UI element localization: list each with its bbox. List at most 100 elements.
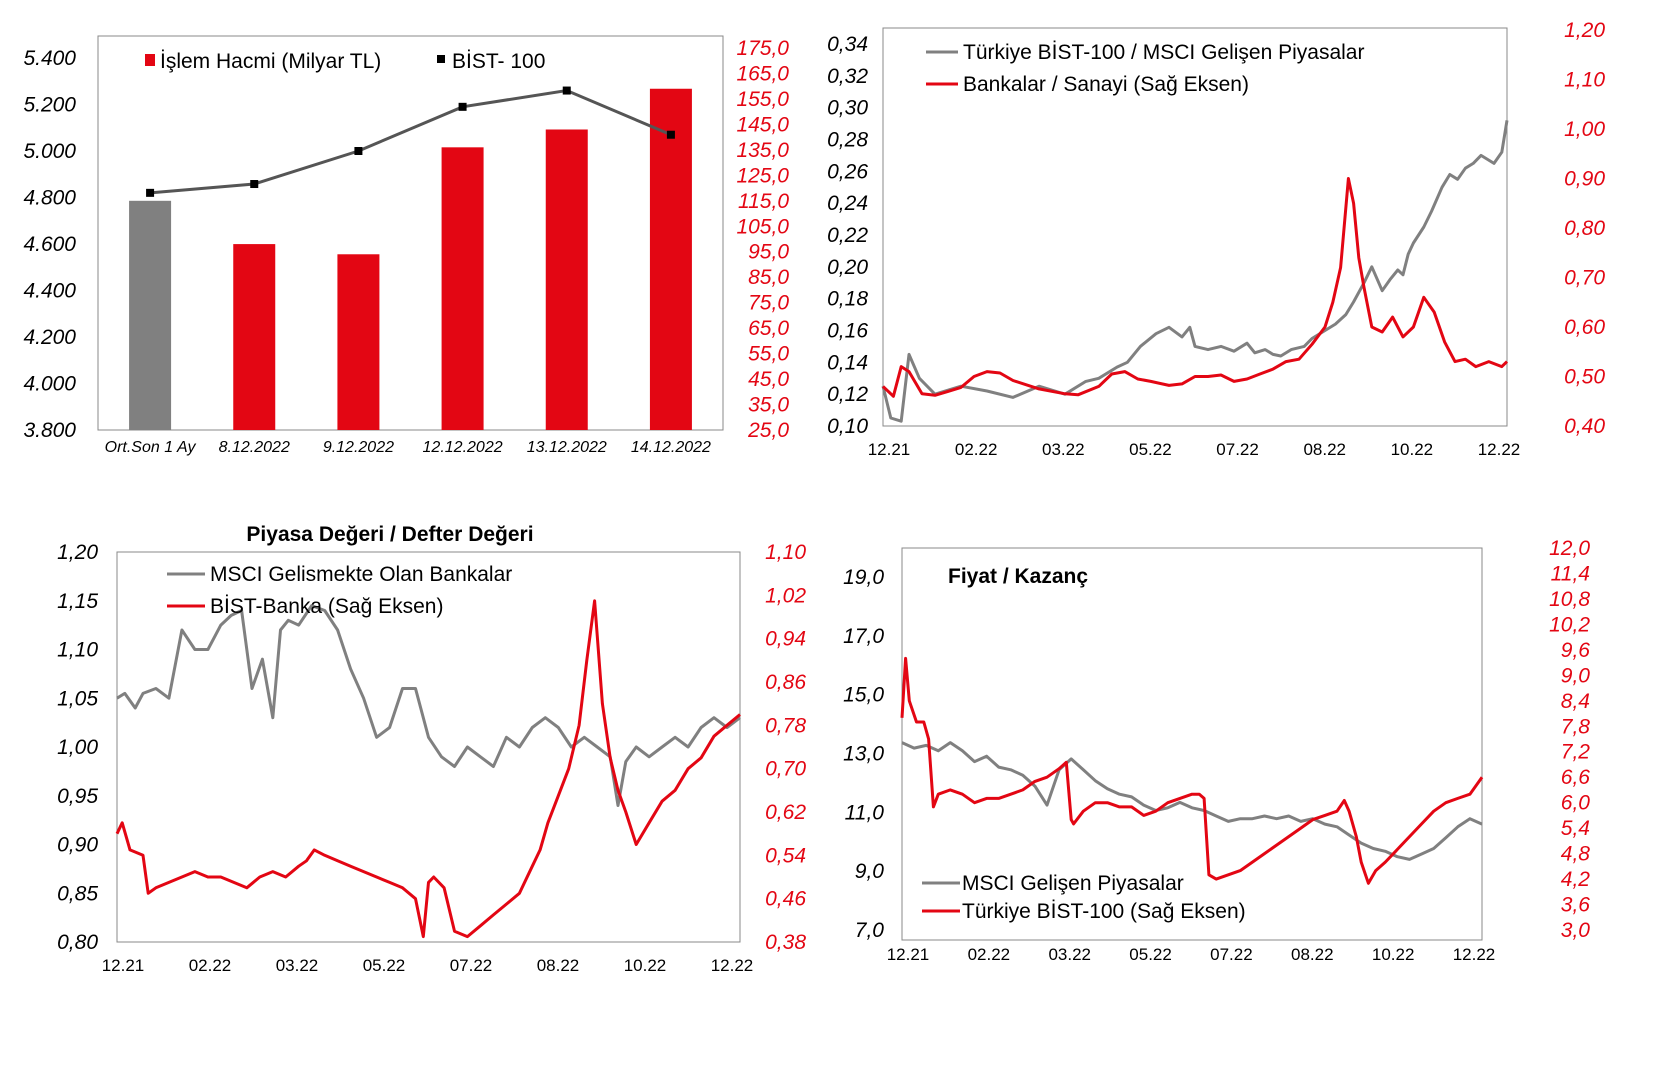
x-tick: 03.22 xyxy=(276,956,319,975)
y-tick-right: 6,6 xyxy=(1561,766,1591,789)
y-tick-right: 0,38 xyxy=(765,931,806,954)
y-tick-right: 0,50 xyxy=(1564,366,1605,389)
y-tick-right: 0,78 xyxy=(765,714,806,737)
y-tick-left: 4.800 xyxy=(23,187,76,210)
y-tick-left: 17,0 xyxy=(843,625,884,648)
y-tick-left: 0,80 xyxy=(57,931,98,954)
y-tick-right: 7,2 xyxy=(1561,741,1591,764)
y-tick-left: 4.600 xyxy=(23,233,76,256)
y-tick-right: 7,8 xyxy=(1561,715,1591,738)
series-line-grey xyxy=(881,120,1509,423)
x-tick: 12.21 xyxy=(868,440,911,459)
x-tick: 10.22 xyxy=(1391,440,1434,459)
y-tick-right: 25,0 xyxy=(747,419,789,442)
y-tick-left: 1,15 xyxy=(57,590,98,613)
y-tick-right: 0,80 xyxy=(1564,217,1605,240)
y-tick-right: 65,0 xyxy=(748,317,789,340)
legend-label-bist100: BİST- 100 xyxy=(452,50,545,73)
x-tick: 05.22 xyxy=(1129,440,1172,459)
x-tick: Ort.Son 1 Ay xyxy=(105,439,197,456)
series-line-red xyxy=(900,656,1484,885)
bar-volume xyxy=(441,147,484,430)
y-tick-right: 45,0 xyxy=(748,368,789,391)
y-tick-right: 0,90 xyxy=(1564,168,1605,191)
y-tick-left: 5.200 xyxy=(23,94,76,117)
chart-title: Fiyat / Kazanç xyxy=(948,565,1088,588)
point-bist100 xyxy=(562,86,571,95)
y-tick-left: 13,0 xyxy=(843,743,884,766)
y-tick-left: 1,05 xyxy=(57,687,98,710)
bar-volume xyxy=(337,254,380,430)
y-tick-left: 0,95 xyxy=(57,785,98,808)
y-tick-left: 1,00 xyxy=(57,736,98,759)
y-tick-left: 0,32 xyxy=(827,65,868,88)
x-tick: 12.21 xyxy=(887,945,930,964)
y-tick-right: 0,60 xyxy=(1564,316,1605,339)
point-bist100 xyxy=(666,130,675,139)
y-tick-left: 1,20 xyxy=(57,541,98,564)
y-tick-right: 175,0 xyxy=(736,37,789,60)
line-bist100 xyxy=(149,89,672,195)
x-tick: 12.21 xyxy=(102,956,145,975)
y-tick-right: 3,6 xyxy=(1561,894,1591,917)
y-tick-right: 165,0 xyxy=(736,62,789,85)
y-tick-left: 0,85 xyxy=(57,882,98,905)
y-tick-right: 1,00 xyxy=(1564,118,1605,141)
y-tick-left: 0,18 xyxy=(827,288,868,311)
y-tick-left: 9,0 xyxy=(855,860,885,883)
y-tick-right: 105,0 xyxy=(736,215,789,238)
point-bist100 xyxy=(354,147,363,155)
x-tick: 10.22 xyxy=(1372,945,1415,964)
x-tick: 13.12.2022 xyxy=(527,439,607,456)
x-tick: 05.22 xyxy=(1129,945,1172,964)
y-tick-left: 0,22 xyxy=(827,224,868,247)
y-tick-right: 0,46 xyxy=(765,888,806,911)
y-tick-right: 12,0 xyxy=(1549,537,1590,560)
y-tick-left: 4.000 xyxy=(23,373,76,396)
y-tick-left: 19,0 xyxy=(843,566,884,589)
y-tick-right: 4,8 xyxy=(1561,843,1591,866)
x-tick: 02.22 xyxy=(955,440,998,459)
y-tick-right: 55,0 xyxy=(748,343,789,366)
y-tick-right: 1,10 xyxy=(765,541,806,564)
y-tick-right: 0,70 xyxy=(765,758,806,781)
y-tick-right: 8,4 xyxy=(1561,690,1590,713)
legend-label-banks-industry: Bankalar / Sanayi (Sağ Eksen) xyxy=(963,73,1249,96)
y-tick-left: 0,90 xyxy=(57,834,98,857)
y-tick-left: 0,10 xyxy=(827,415,868,438)
x-tick: 05.22 xyxy=(363,956,406,975)
x-tick: 08.22 xyxy=(537,956,580,975)
x-tick: 07.22 xyxy=(450,956,493,975)
x-tick: 08.22 xyxy=(1291,945,1334,964)
x-tick: 10.22 xyxy=(624,956,667,975)
y-tick-left: 0,24 xyxy=(827,192,868,215)
y-tick-right: 75,0 xyxy=(748,292,789,315)
y-tick-right: 125,0 xyxy=(736,164,789,187)
y-tick-right: 1,20 xyxy=(1564,19,1605,42)
y-tick-right: 115,0 xyxy=(738,190,789,213)
y-tick-right: 10,2 xyxy=(1549,613,1590,636)
x-tick: 12.12.2022 xyxy=(423,439,503,456)
y-tick-right: 0,86 xyxy=(765,671,806,694)
chart-title: Piyasa Değeri / Defter Değeri xyxy=(246,523,533,546)
y-tick-left: 3.800 xyxy=(23,419,76,442)
y-tick-right: 135,0 xyxy=(736,139,789,162)
y-tick-left: 0,28 xyxy=(827,129,868,152)
y-tick-right: 145,0 xyxy=(736,113,789,136)
y-tick-left: 4.200 xyxy=(23,326,76,349)
x-tick: 07.22 xyxy=(1210,945,1253,964)
y-tick-right: 0,40 xyxy=(1564,415,1605,438)
y-tick-left: 0,12 xyxy=(827,383,868,406)
x-tick: 03.22 xyxy=(1048,945,1091,964)
y-tick-right: 3,0 xyxy=(1561,919,1591,942)
y-tick-right: 0,54 xyxy=(765,844,806,867)
point-bist100 xyxy=(250,180,259,189)
x-tick: 14.12.2022 xyxy=(631,439,711,456)
chart-bist100-msci-banks-industry: 0,10 0,12 0,14 0,16 0,18 0,20 0,22 0,24 0,26 0,28… xyxy=(827,19,1605,459)
legend-swatch-volume xyxy=(145,54,155,66)
y-tick-right: 4,2 xyxy=(1561,868,1591,891)
x-tick: 03.22 xyxy=(1042,440,1085,459)
y-tick-right: 10,8 xyxy=(1549,588,1590,611)
y-tick-left: 0,14 xyxy=(827,351,868,374)
y-tick-left: 0,34 xyxy=(827,33,868,56)
